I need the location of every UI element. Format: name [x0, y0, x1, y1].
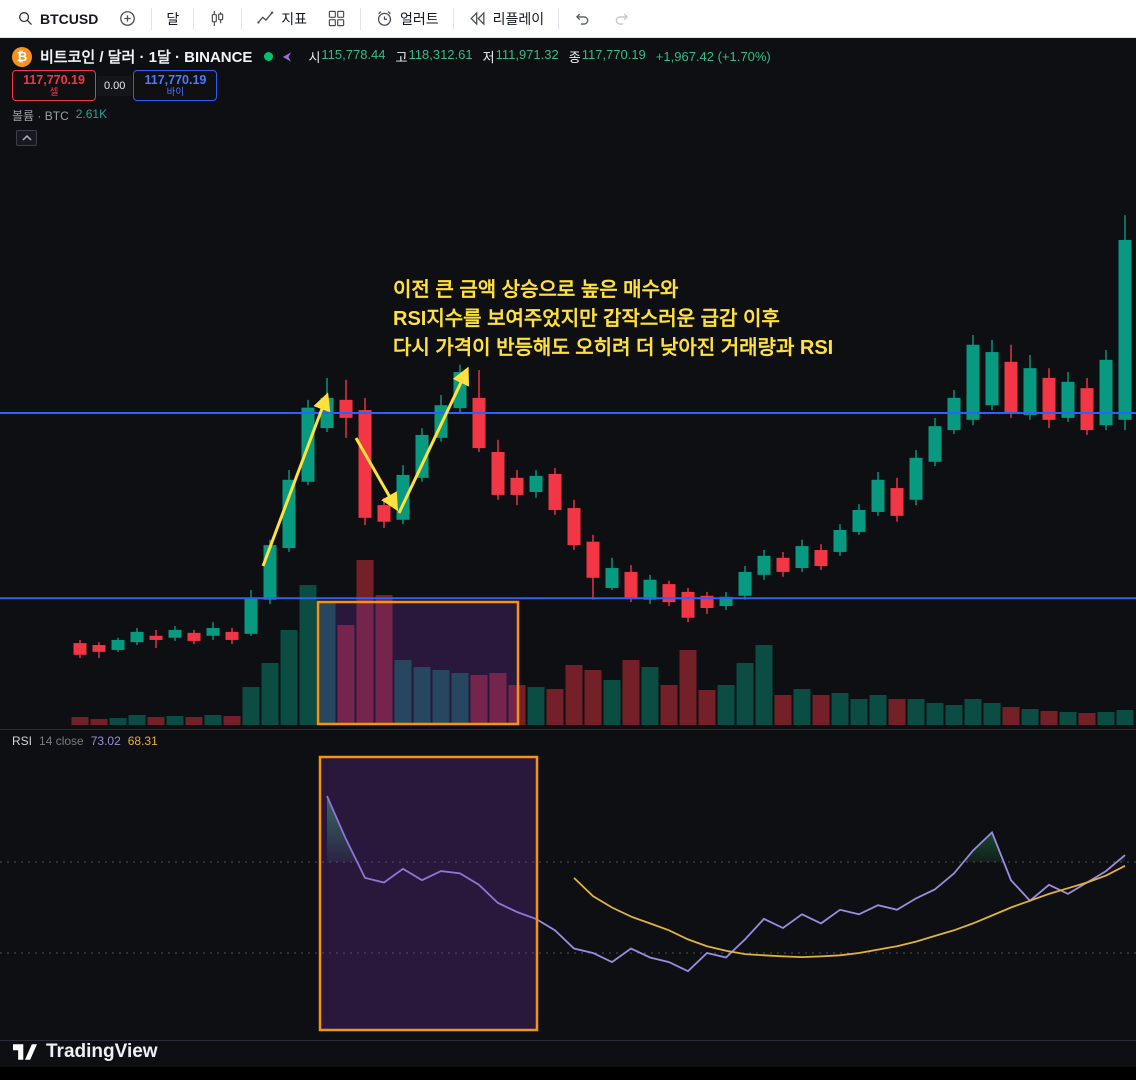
high-value: 118,312.61 — [408, 47, 473, 62]
sell-button[interactable]: 117,770.19 셀 — [12, 70, 96, 101]
toolbar-separator — [193, 7, 195, 30]
open-pair: 시 115,778.44 — [308, 47, 385, 66]
volume-value: 2.61K — [75, 107, 108, 121]
toolbar-separator — [452, 7, 454, 30]
replay-button[interactable]: 리플레이 — [459, 5, 554, 33]
sell-label: 셀 — [49, 87, 59, 98]
tradingview-watermark: TradingView — [12, 1040, 158, 1064]
toolbar-separator — [360, 7, 361, 30]
open-label: 시 — [308, 50, 321, 65]
sell-price: 117,770.19 — [23, 73, 85, 87]
chart-annotation-text: 이전 큰 금액 상승으로 높은 매수와 RSI지수를 보여주었지만 갑작스러운 … — [393, 276, 833, 363]
volume-indicator-legend[interactable]: 볼륨 · BTC 2.61K — [12, 107, 107, 124]
alarm-clock-icon — [377, 11, 392, 26]
symbol-header: ₿ 비트코인 / 달러 · 1달 · BINANCE 시 115,778.44 … — [12, 46, 771, 67]
chart-background[interactable] — [0, 38, 1136, 1067]
chart-type-button[interactable] — [199, 5, 236, 32]
bottom-strip — [0, 1067, 1136, 1080]
buy-label: 바이 — [166, 87, 185, 98]
grid-layout-icon — [328, 10, 345, 27]
replay-label: 리플레이 — [492, 10, 545, 27]
market-open-dot-icon — [264, 52, 274, 61]
buy-price: 117,770.19 — [144, 73, 207, 87]
alert-button[interactable]: 얼러트 — [366, 5, 448, 33]
symbol-search-label: BTCUSD — [40, 10, 99, 27]
ohlc-values: 시 115,778.44 고 118,312.61 저 111,971.32 종… — [308, 47, 770, 66]
boost-icon[interactable] — [280, 50, 294, 64]
chevron-up-icon — [21, 134, 32, 141]
rsi-ma-value: 68.31 — [127, 734, 158, 748]
rsi-indicator-legend[interactable]: RSI 14 close 73.02 68.31 — [12, 734, 158, 748]
market-status — [264, 50, 294, 64]
change-value: +1,967.42 (+1.70%) — [655, 49, 771, 64]
redo-button[interactable] — [603, 5, 640, 32]
low-pair: 저 111,971.32 — [483, 47, 559, 66]
indicators-button[interactable]: 지표 — [247, 5, 316, 33]
rsi-value: 73.02 — [90, 734, 121, 748]
volume-label: 볼륨 · BTC — [12, 109, 69, 123]
spread-value: 0.00 — [97, 75, 133, 96]
close-pair: 종 117,770.19 — [569, 47, 646, 66]
search-icon — [19, 12, 32, 25]
top-toolbar: BTCUSD 달 지표 — [0, 0, 1136, 38]
bitcoin-icon: ₿ — [12, 46, 32, 67]
buy-button[interactable]: 117,770.19 바이 — [133, 70, 218, 101]
tradingview-logo-icon — [13, 1044, 37, 1060]
replay-icon — [469, 11, 485, 26]
close-label: 종 — [568, 50, 581, 65]
high-label: 고 — [395, 50, 408, 65]
symbol-title[interactable]: 비트코인 / 달러 · 1달 · BINANCE — [40, 49, 253, 66]
low-value: 111,971.32 — [495, 47, 559, 62]
symbol-search-button[interactable]: BTCUSD — [8, 6, 107, 31]
watermark-text: TradingView — [46, 1041, 158, 1062]
indicators-icon — [257, 11, 274, 24]
add-symbol-button[interactable] — [109, 5, 146, 32]
toolbar-separator — [558, 7, 560, 30]
undo-button[interactable] — [564, 5, 601, 32]
rsi-name: RSI — [12, 734, 33, 748]
toolbar-separator — [241, 7, 243, 30]
rsi-params: 14 close — [39, 734, 84, 748]
interval-label: 달 — [166, 10, 180, 27]
candlestick-icon — [211, 10, 224, 27]
layout-button[interactable] — [318, 5, 355, 32]
low-label: 저 — [482, 50, 495, 65]
toolbar-separator — [151, 7, 153, 30]
annotation-line: 이전 큰 금액 상승으로 높은 매수와 — [393, 279, 679, 301]
interval-button[interactable]: 달 — [157, 5, 188, 33]
alert-label: 얼러트 — [400, 10, 439, 27]
indicators-label: 지표 — [281, 10, 307, 27]
undo-icon — [576, 13, 589, 25]
close-value: 117,770.19 — [581, 47, 646, 62]
plus-circle-icon — [120, 11, 136, 26]
collapse-pane-button[interactable] — [16, 130, 37, 146]
trade-panel: 117,770.19 셀 0.00 117,770.19 바이 — [12, 70, 218, 101]
high-pair: 고 118,312.61 — [396, 47, 473, 66]
annotation-line: 다시 가격이 반등해도 오히려 더 낮아진 거래량과 RSI — [393, 337, 834, 359]
open-value: 115,778.44 — [321, 47, 386, 62]
redo-icon — [615, 13, 629, 25]
annotation-line: RSI지수를 보여주었지만 갑작스러운 급감 이후 — [393, 308, 780, 330]
